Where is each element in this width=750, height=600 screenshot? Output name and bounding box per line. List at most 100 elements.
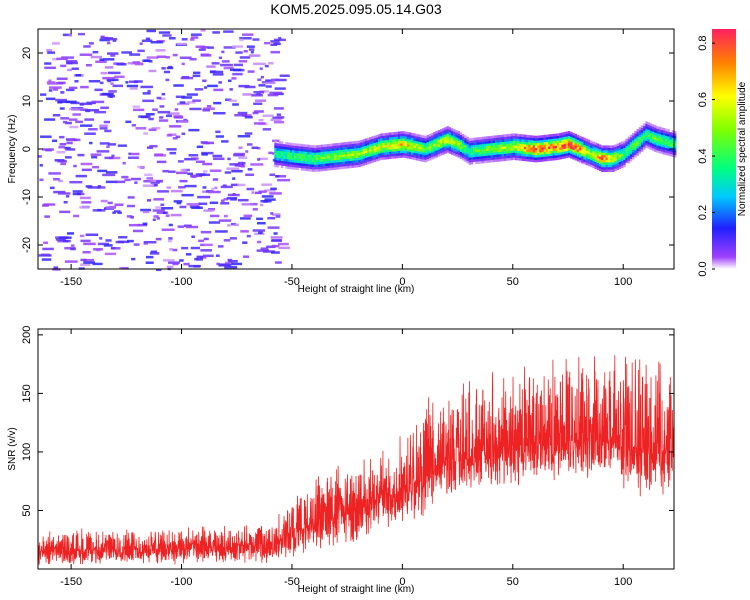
heatmap-cell: [65, 100, 77, 104]
heatmap-cell: [497, 144, 500, 148]
heatmap-cell: [276, 113, 282, 116]
heatmap-cell: [129, 87, 138, 90]
heatmap-cell: [526, 156, 529, 160]
heatmap-cell: [364, 140, 368, 144]
heatmap-cell: [413, 152, 416, 156]
heatmap-cell: [406, 153, 410, 157]
heatmap-cell: [395, 136, 399, 140]
heatmap-cell: [439, 138, 443, 142]
heatmap-cell: [486, 160, 489, 163]
heatmap-cell: [133, 243, 140, 246]
heatmap-cell: [492, 159, 496, 163]
heatmap-cell: [228, 99, 237, 103]
heatmap-cell: [237, 198, 249, 202]
heatmap-cell: [300, 155, 304, 159]
heatmap-cell: [238, 164, 244, 168]
heatmap-cell: [519, 153, 522, 156]
heatmap-cell: [554, 152, 558, 156]
heatmap-cell: [364, 157, 368, 161]
heatmap-cell: [382, 149, 385, 153]
heatmap-cell: [665, 150, 668, 153]
heatmap-cell: [415, 148, 419, 151]
heatmap-cell: [94, 110, 106, 114]
heatmap-cell: [270, 187, 277, 191]
heatmap-cell: [614, 154, 617, 157]
heatmap-cell: [479, 137, 483, 140]
heatmap-cell: [344, 151, 348, 155]
heatmap-cell: [58, 179, 63, 183]
heatmap-cell: [548, 153, 551, 157]
heatmap-cell: [417, 151, 421, 154]
heatmap-cell: [276, 162, 279, 166]
heatmap-cell: [159, 105, 165, 108]
heatmap-cell: [561, 149, 564, 152]
heatmap-cell: [459, 146, 463, 150]
heatmap-cell: [598, 168, 602, 172]
heatmap-cell: [406, 134, 410, 137]
heatmap-cell: [464, 152, 467, 155]
heatmap-cell: [656, 133, 659, 136]
heatmap-cell: [382, 140, 385, 143]
heatmap-cell: [570, 153, 573, 157]
heatmap-cell: [426, 149, 430, 152]
heatmap-cell: [548, 146, 551, 149]
heatmap-cell: [331, 157, 335, 161]
heatmap-cell: [362, 160, 366, 164]
heatmap-cell: [278, 162, 282, 166]
heatmap-cell: [415, 145, 419, 149]
heatmap-cell: [640, 146, 644, 150]
heatmap-cell: [450, 142, 454, 146]
heatmap-cell: [561, 132, 564, 136]
heatmap-cell: [356, 164, 359, 168]
heatmap-cell: [105, 171, 118, 174]
heatmap-cell: [409, 142, 412, 145]
heatmap-cell: [186, 101, 196, 104]
heatmap-cell: [127, 239, 134, 243]
heatmap-cell: [543, 158, 547, 162]
heatmap-cell: [39, 164, 43, 167]
heatmap-cell: [433, 153, 436, 157]
heatmap-cell: [605, 169, 608, 172]
heatmap-cell: [393, 143, 396, 147]
heatmap-cell: [320, 154, 324, 157]
heatmap-cell: [521, 134, 525, 137]
heatmap-cell: [453, 150, 456, 154]
heatmap-cell: [490, 152, 494, 156]
heatmap-cell: [391, 139, 394, 142]
heatmap-cell: [450, 149, 454, 153]
heatmap-cell: [384, 156, 388, 160]
heatmap-cell: [247, 70, 255, 73]
heatmap-cell: [52, 114, 61, 117]
heatmap-cell: [227, 258, 233, 262]
heatmap-cell: [581, 151, 584, 154]
heatmap-cell: [587, 154, 591, 157]
heatmap-cell: [380, 133, 383, 136]
heatmap-cell: [344, 163, 348, 167]
heatmap-cell: [609, 152, 613, 156]
heatmap-cell: [305, 163, 308, 167]
heatmap-cell: [92, 262, 103, 266]
heatmap-cell: [342, 159, 346, 162]
heatmap-cell: [202, 170, 208, 173]
heatmap-cell: [428, 150, 432, 154]
heatmap-cell: [351, 158, 354, 161]
heatmap-cell: [645, 140, 648, 144]
heatmap-cell: [649, 125, 653, 129]
heatmap-cell: [523, 144, 527, 147]
heatmap-cell: [155, 49, 166, 52]
heatmap-cell: [572, 154, 575, 158]
snr-frame: [37, 328, 675, 570]
heatmap-cell: [269, 173, 276, 177]
heatmap-cell: [647, 139, 650, 142]
heatmap-cell: [448, 141, 452, 145]
heatmap-cell: [391, 151, 394, 154]
heatmap-cell: [378, 153, 381, 156]
heatmap-cell: [229, 163, 241, 166]
heatmap-cell: [289, 154, 293, 158]
heatmap-cell: [616, 162, 619, 166]
heatmap-cell: [360, 159, 363, 162]
heatmap-cell: [94, 88, 103, 92]
heatmap-cell: [73, 214, 80, 218]
heatmap-cell: [625, 153, 628, 156]
heatmap-cell: [508, 143, 511, 147]
